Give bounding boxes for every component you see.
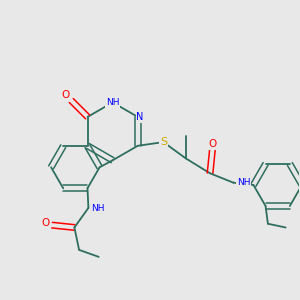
- Text: N: N: [136, 112, 144, 122]
- Text: O: O: [61, 90, 70, 100]
- Text: NH: NH: [106, 98, 119, 107]
- Text: S: S: [160, 137, 167, 147]
- Text: NH: NH: [237, 178, 250, 187]
- Text: O: O: [208, 140, 217, 149]
- Text: O: O: [41, 218, 50, 228]
- Text: NH: NH: [91, 204, 104, 213]
